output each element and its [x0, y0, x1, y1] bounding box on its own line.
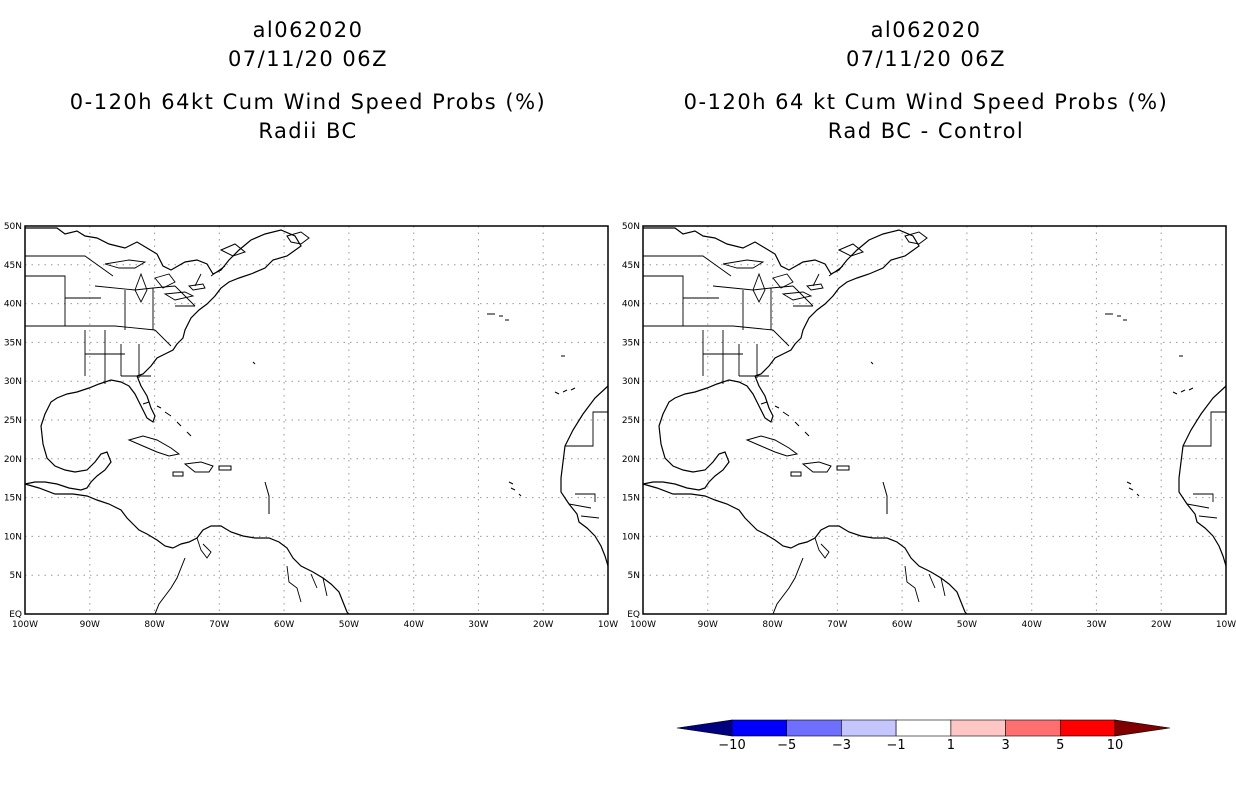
- colorbar-label: 1: [947, 738, 955, 753]
- left-lat-label: 10N: [4, 532, 22, 542]
- left-product-title: 0-120h 64kt Cum Wind Speed Probs (%): [69, 90, 547, 114]
- left-lat-label: 40N: [4, 300, 22, 310]
- right-lat-label: 20N: [622, 455, 640, 465]
- colorbar-swatch: [1060, 719, 1116, 737]
- left-lat-label: 45N: [4, 261, 22, 271]
- left-map-frame: [24, 225, 609, 615]
- right-lat-label: 25N: [622, 416, 640, 426]
- right-storm-id: al062020: [870, 18, 982, 42]
- right-lat-label: EQ: [627, 610, 640, 620]
- colorbar-high-arrow: [1114, 719, 1171, 737]
- left-lon-label: 90W: [80, 620, 100, 630]
- colorbar-swatch: [895, 719, 952, 737]
- colorbar-label: −1: [887, 738, 906, 753]
- left-lon-labels: 100W 90W 80W 70W 60W 50W 40W 30W 20W 10W: [12, 620, 618, 630]
- right-map: [642, 225, 1227, 615]
- left-lat-label: 30N: [4, 377, 22, 387]
- right-lat-label: 40N: [622, 300, 640, 310]
- right-lat-label: 5N: [628, 571, 640, 581]
- colorbar-labels: −10 −5 −3 −1 1 3 5 10: [718, 738, 1123, 753]
- colorbar-label: −3: [832, 738, 851, 753]
- left-lat-label: 5N: [10, 571, 22, 581]
- left-date-time: 07/11/20 06Z: [227, 47, 389, 71]
- right-lat-label: 45N: [622, 261, 640, 271]
- colorbar-label: −10: [718, 738, 745, 753]
- colorbar-label: −5: [777, 738, 796, 753]
- colorbar-swatch: [841, 719, 897, 737]
- right-lat-label: 30N: [622, 377, 640, 387]
- right-lon-label: 80W: [762, 620, 782, 630]
- right-lon-label: 40W: [1022, 620, 1042, 630]
- colorbar-swatch: [731, 719, 788, 737]
- left-lon-label: 100W: [12, 620, 38, 630]
- right-lon-label: 60W: [892, 620, 912, 630]
- right-lon-label: 20W: [1151, 620, 1171, 630]
- right-lat-label: 50N: [622, 222, 640, 232]
- left-lon-label: 30W: [468, 620, 488, 630]
- left-lon-label: 60W: [274, 620, 294, 630]
- right-map-frame: [642, 225, 1227, 615]
- left-lon-label: 70W: [209, 620, 229, 630]
- right-product-title: 0-120h 64 kt Cum Wind Speed Probs (%): [683, 90, 1169, 114]
- right-lon-label: 30W: [1086, 620, 1106, 630]
- colorbar-swatch: [950, 719, 1006, 737]
- right-map-background: [643, 226, 1226, 614]
- right-lon-labels: 100W 90W 80W 70W 60W 50W 40W 30W 20W 10W: [630, 620, 1236, 630]
- left-panel-title: al062020 07/11/20 06Z 0-120h 64kt Cum Wi…: [8, 16, 608, 146]
- right-lat-label: 10N: [622, 532, 640, 542]
- left-lat-labels: EQ 5N 10N 15N 20N 25N 30N 35N 40N 45N 50N: [4, 222, 22, 620]
- left-lon-label: 50W: [339, 620, 359, 630]
- right-lat-labels: EQ 5N 10N 15N 20N 25N 30N 35N 40N 45N 50N: [622, 222, 640, 620]
- right-product-subtitle: Rad BC - Control: [827, 119, 1025, 143]
- left-lon-label: 40W: [404, 620, 424, 630]
- left-map: [24, 225, 609, 615]
- left-lon-label: 20W: [533, 620, 553, 630]
- colorbar-label: 10: [1107, 738, 1124, 753]
- left-lon-label: 10W: [598, 620, 618, 630]
- left-map-background: [25, 226, 608, 614]
- left-lat-label: 35N: [4, 338, 22, 348]
- right-lon-label: 70W: [827, 620, 847, 630]
- right-lon-label: 90W: [698, 620, 718, 630]
- left-product-subtitle: Radii BC: [258, 119, 358, 143]
- left-lat-label: 25N: [4, 416, 22, 426]
- colorbar-swatch: [1005, 719, 1061, 737]
- left-lat-label: 50N: [4, 222, 22, 232]
- left-lat-label: EQ: [9, 610, 22, 620]
- left-lat-label: 15N: [4, 494, 22, 504]
- colorbar-swatch: [786, 719, 842, 737]
- right-lon-label: 100W: [630, 620, 656, 630]
- right-lon-label: 10W: [1216, 620, 1236, 630]
- left-storm-id: al062020: [252, 18, 364, 42]
- right-lat-label: 15N: [622, 494, 640, 504]
- colorbar: [676, 719, 1171, 737]
- left-lon-label: 80W: [144, 620, 164, 630]
- colorbar-low-arrow: [676, 719, 733, 737]
- right-lat-label: 35N: [622, 338, 640, 348]
- right-date-time: 07/11/20 06Z: [845, 47, 1007, 71]
- left-lat-label: 20N: [4, 455, 22, 465]
- colorbar-label: 3: [1001, 738, 1009, 753]
- right-lon-label: 50W: [957, 620, 977, 630]
- colorbar-label: 5: [1056, 738, 1064, 753]
- right-panel-title: al062020 07/11/20 06Z 0-120h 64 kt Cum W…: [626, 16, 1226, 146]
